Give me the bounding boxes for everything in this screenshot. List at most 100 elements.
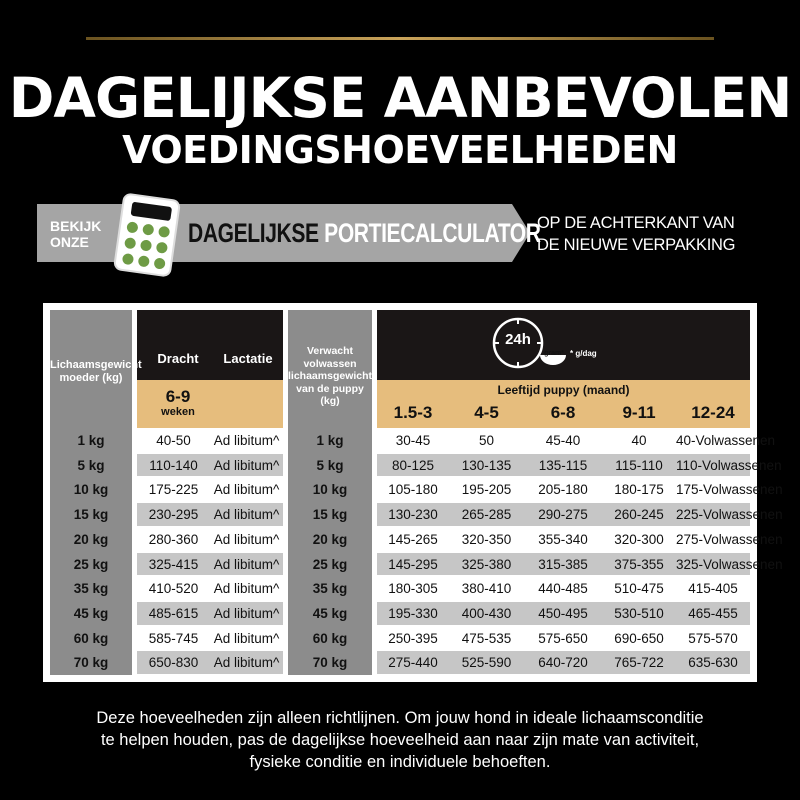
portion-cell: 440-485 — [538, 581, 588, 597]
portion-cell: 250-395 — [388, 630, 438, 646]
dracht-cell: 280-360 — [148, 531, 199, 547]
mother-column — [50, 310, 132, 675]
mother-cell: 35 kg — [73, 581, 109, 597]
puppy-weight-column — [288, 310, 372, 675]
lactatie-cell: Ad libitum^ — [213, 482, 280, 498]
row-stripe — [137, 601, 283, 625]
portion-cell: 105-180 — [388, 482, 438, 498]
mother-cell: 15 kg — [73, 507, 109, 523]
lactatie-cell: Ad libitum^ — [213, 507, 280, 523]
portion-cell: 275-Volwassenen — [676, 531, 783, 547]
mother-cell: 10 kg — [73, 482, 109, 498]
mother-weight-header: Lichaamsgewicht moeder (kg) — [50, 359, 142, 384]
puppy-cell: 45 kg — [312, 605, 348, 621]
row-stripe — [137, 651, 283, 674]
calc-dark-text: DAGELIJKSE — [188, 218, 319, 248]
puppy-cell: 1 kg — [316, 433, 344, 448]
portion-cell: 80-125 — [391, 457, 435, 473]
portion-cell: 180-175 — [614, 482, 664, 498]
portion-cell: 320-350 — [461, 531, 512, 547]
puppy-cell: 25 kg — [312, 556, 348, 572]
banner-lead: BEKIJK ONZE — [50, 218, 102, 250]
footer-line3: fysieke conditie en individuele behoefte… — [249, 753, 551, 771]
portion-cell: 325-Volwassenen — [676, 556, 783, 572]
puppy-cell: 20 kg — [312, 531, 348, 547]
portion-cell: 575-570 — [688, 630, 738, 646]
portion-cell: 40-Volwassenen — [676, 433, 776, 448]
age-column-header: 1.5-3 — [393, 403, 433, 422]
row-stripe — [377, 552, 750, 576]
page-subtitle: VOEDINGSHOEVEELHEDEN — [122, 128, 678, 172]
dracht-cell: 110-140 — [149, 457, 198, 473]
portion-cell: 175-Volwassenen — [676, 482, 783, 498]
portion-cell: 205-180 — [538, 482, 588, 498]
weeks-header — [137, 380, 283, 428]
portion-cell: 145-265 — [388, 531, 438, 547]
portion-cell: 145-295 — [388, 556, 438, 572]
lactatie-cell: Ad libitum^ — [213, 581, 280, 597]
puppy-cell: 70 kg — [312, 655, 348, 671]
portion-cell: 180-305 — [388, 581, 438, 597]
puppy-cell: 10 kg — [312, 482, 348, 498]
lactatie-cell: Ad libitum^ — [213, 457, 280, 473]
lactatie-cell: Ad libitum^ — [213, 630, 280, 646]
puppy-weight-header: Verwacht volwassen lichaamsgewicht van d… — [288, 345, 373, 407]
lactatie-cell: Ad libitum^ — [213, 655, 280, 671]
age-column-header: 4-5 — [474, 403, 499, 422]
portion-cell: 400-430 — [461, 605, 512, 621]
row-stripe — [377, 453, 750, 477]
portion-cell: 195-330 — [388, 605, 438, 621]
calc-light-text: PORTIECALCULATOR — [324, 218, 541, 248]
puppy-cell: 35 kg — [312, 581, 348, 597]
portion-cell: 40 — [631, 433, 647, 448]
banner-right-text: OP DE ACHTERKANT VAN DE NIEUWE VERPAKKING — [537, 212, 735, 256]
portion-cell: 375-355 — [614, 556, 664, 572]
dracht-cell: 175-225 — [148, 482, 199, 498]
pregnancy-header — [137, 310, 283, 380]
banner-right-line1: OP DE ACHTERKANT VAN — [537, 214, 735, 232]
portion-cell: 765-722 — [614, 655, 664, 671]
clock-label: 24h — [505, 331, 531, 348]
mother-cell: 25 kg — [73, 556, 109, 572]
mother-cell: 5 kg — [77, 457, 105, 473]
mother-cell: 1 kg — [77, 433, 105, 448]
calculator-icon — [112, 192, 182, 278]
age-header — [377, 380, 750, 428]
portion-cell: 635-630 — [688, 655, 738, 671]
puppy-cell: 5 kg — [316, 457, 344, 473]
age-column-header: 9-11 — [622, 403, 656, 422]
lactatie-cell: Ad libitum^ — [213, 605, 280, 621]
dracht-cell: 410-520 — [148, 581, 199, 597]
portion-cell: 320-300 — [614, 531, 664, 547]
portion-cell: 315-385 — [538, 556, 588, 572]
weeks-range: 6-9 — [165, 387, 191, 406]
page-title: DAGELIJKSE AANBEVOLEN — [8, 66, 793, 130]
feeding-table: Lichaamsgewicht moeder (kg) Dracht Lacta… — [43, 303, 783, 682]
dracht-header: Dracht — [157, 351, 199, 366]
dracht-cell: 585-745 — [148, 630, 199, 646]
gold-divider — [86, 37, 714, 40]
bowl-label: gram* — [544, 350, 564, 357]
weeks-label: weken — [161, 406, 195, 418]
mother-cell: 70 kg — [73, 655, 109, 671]
portion-cell: 525-590 — [461, 655, 512, 671]
portion-cell: 30-45 — [395, 433, 431, 448]
clock-bowl-icon — [492, 317, 566, 369]
mother-cell: 45 kg — [73, 605, 109, 621]
portion-cell: 325-380 — [461, 556, 512, 572]
lactatie-header: Lactatie — [223, 351, 273, 366]
footer-line1: Deze hoeveelheden zijn alleen richtlijne… — [96, 709, 704, 727]
portion-cell: 415-405 — [688, 581, 738, 597]
row-stripe — [377, 651, 750, 674]
portion-cell: 45-40 — [545, 433, 581, 448]
row-stripe — [137, 552, 283, 576]
portion-cell: 130-230 — [388, 507, 438, 523]
dracht-cell: 40-50 — [156, 433, 191, 448]
portion-cell: 135-115 — [538, 457, 588, 473]
age-column-header: 6-8 — [550, 403, 576, 422]
portion-cell: 465-455 — [688, 605, 738, 621]
portion-cell: 640-720 — [538, 655, 588, 671]
portion-cell: 130-135 — [461, 457, 512, 473]
portion-cell: 450-495 — [538, 605, 588, 621]
portion-cell: 275-440 — [388, 655, 438, 671]
